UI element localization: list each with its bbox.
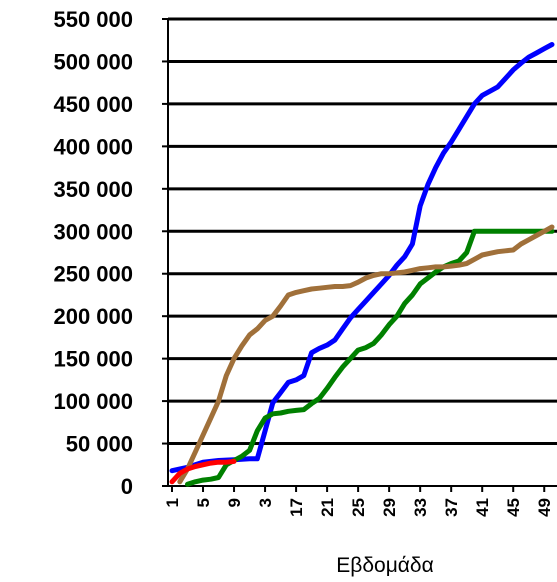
y-tick-label-9: 450 000	[53, 92, 133, 117]
y-tick-label-5: 250 000	[53, 262, 133, 287]
x-tick-label-11: 45	[504, 498, 523, 517]
x-tick-label-4: 17	[287, 498, 306, 517]
series-line-2	[185, 228, 555, 487]
x-tick-label-6: 25	[349, 498, 368, 517]
x-tick-label-8: 33	[411, 498, 430, 517]
x-tick-label-7: 29	[380, 498, 399, 517]
series-line-4	[169, 458, 237, 485]
y-tick-label-2: 100 000	[53, 389, 133, 414]
x-tick-label-1: 5	[194, 498, 213, 507]
series-line-3	[177, 224, 555, 485]
y-axis-tick-labels: 0 50 000 100 000 150 000 200 000 250 000 300 0…	[53, 7, 133, 499]
x-tick-label-12: 49	[535, 498, 554, 517]
x-tick-label-9: 37	[442, 498, 461, 517]
x-axis-tick-labels: 1 5 9 3 17 21 25 29 33 37 41 45 49	[163, 498, 554, 517]
y-tick-label-6: 300 000	[53, 219, 133, 244]
x-axis-label: Εβδομάδα	[336, 554, 434, 577]
y-tick-label-10: 500 000	[53, 49, 133, 74]
series-line-1	[169, 42, 555, 474]
x-tick-label-10: 41	[473, 498, 492, 517]
y-tick-label-8: 400 000	[53, 134, 133, 159]
x-tick-label-3: 3	[256, 498, 275, 507]
y-tick-label-7: 350 000	[53, 177, 133, 202]
y-tick-label-1: 50 000	[66, 432, 133, 457]
y-tick-label-0: 0	[121, 474, 133, 499]
x-tick-label-5: 21	[318, 498, 337, 517]
x-tick-label-0: 1	[163, 498, 182, 507]
axes	[162, 18, 557, 492]
y-tick-label-4: 200 000	[53, 304, 133, 329]
y-tick-label-3: 150 000	[53, 347, 133, 372]
x-tick-label-2: 9	[225, 498, 244, 507]
y-tick-label-11: 550 000	[53, 7, 133, 32]
data-series	[169, 42, 555, 487]
